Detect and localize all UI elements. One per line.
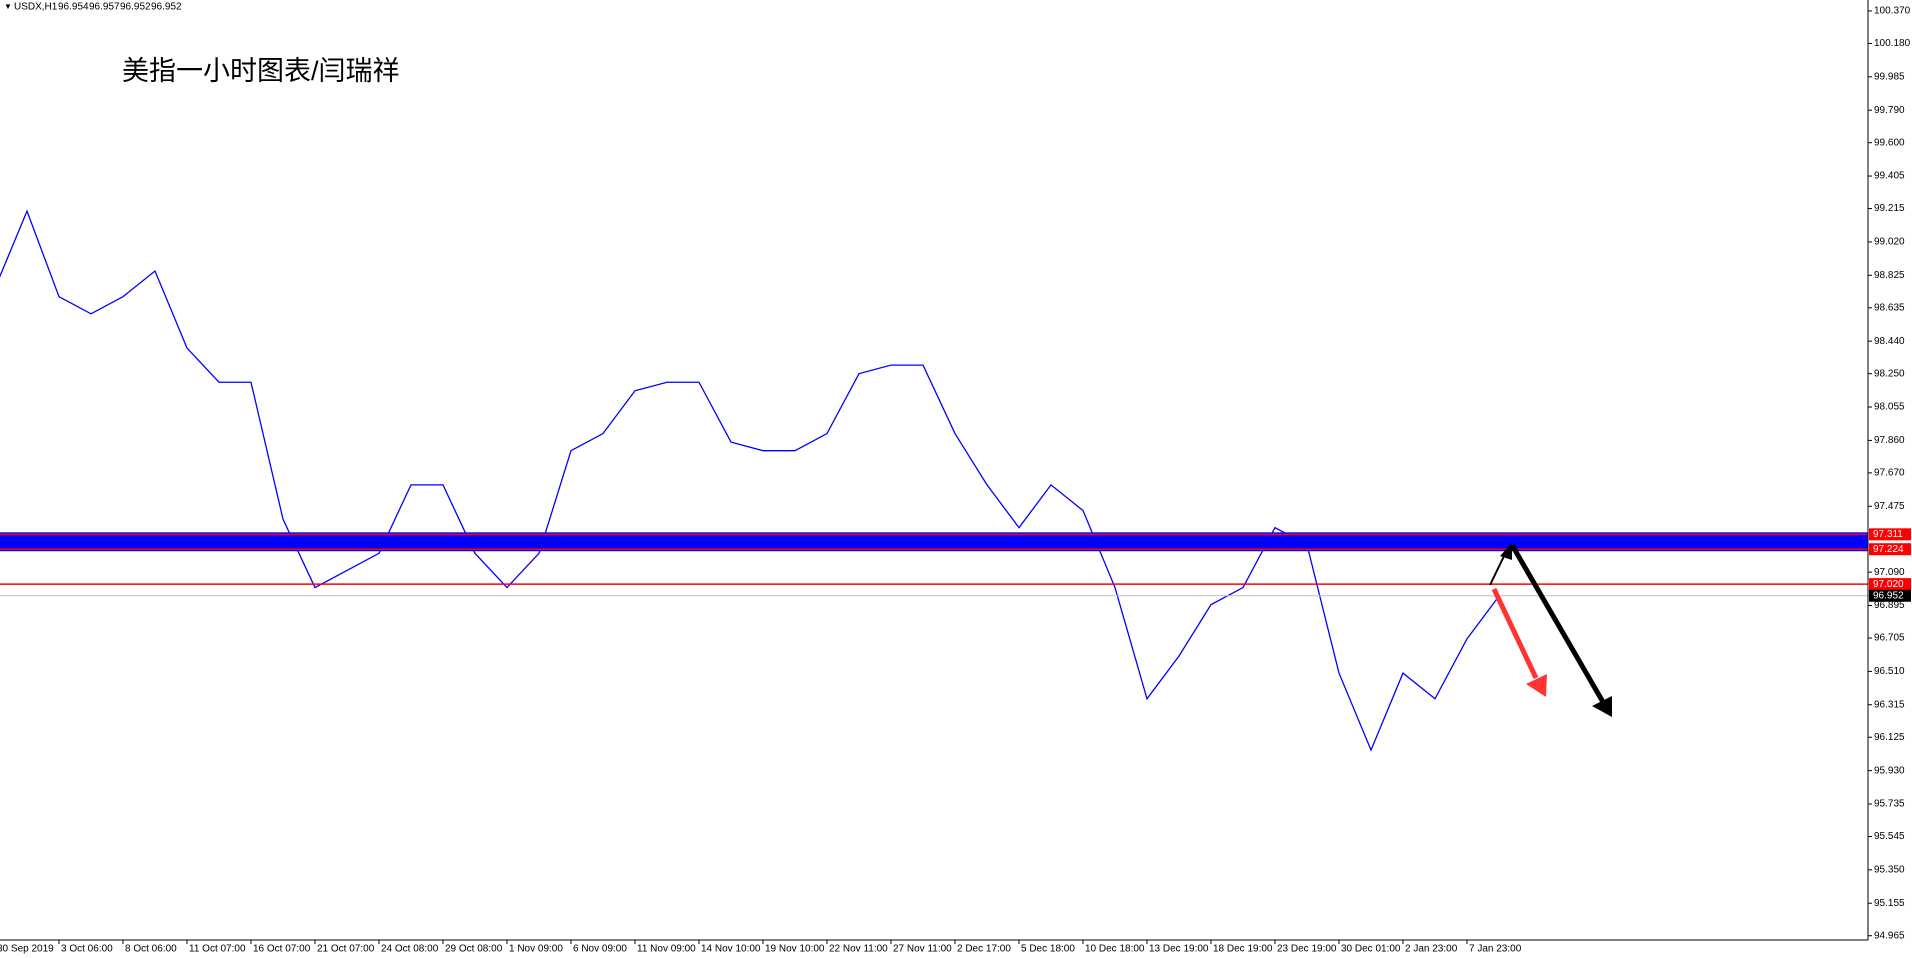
y-tick-label: 94.965 [1874, 930, 1905, 941]
x-tick-label: 16 Oct 07:00 [253, 944, 311, 955]
price-box-label: 97.020 [1873, 579, 1904, 590]
black-arrowhead [1592, 696, 1612, 717]
y-tick-label: 97.860 [1874, 435, 1905, 446]
y-tick-label: 96.705 [1874, 633, 1905, 644]
x-tick-label: 10 Dec 18:00 [1085, 944, 1145, 955]
ohlc: 96.957 [89, 2, 120, 13]
x-tick-label: 2 Dec 17:00 [957, 944, 1011, 955]
black-arrowhead [1500, 543, 1512, 560]
y-tick-label: 98.825 [1874, 270, 1905, 281]
annotations [1489, 543, 1612, 717]
y-tick-label: 95.350 [1874, 864, 1905, 875]
red-arrowhead [1526, 674, 1547, 697]
x-tick-label: 3 Oct 06:00 [61, 944, 113, 955]
y-tick-label: 95.545 [1874, 831, 1905, 842]
x-tick-label: 29 Oct 08:00 [445, 944, 503, 955]
y-tick-label: 96.315 [1874, 699, 1905, 710]
y-tick-label: 95.930 [1874, 765, 1905, 776]
black-arrow [1489, 551, 1507, 586]
price-box-label: 97.311 [1873, 529, 1903, 540]
x-tick-label: 2 Jan 23:00 [1405, 944, 1458, 955]
x-tick-label: 27 Nov 11:00 [893, 944, 952, 955]
y-tick-label: 99.215 [1874, 203, 1905, 214]
price-box [1869, 528, 1911, 541]
x-tick-label: 1 Nov 09:00 [509, 944, 563, 955]
x-tick-label: 19 Nov 10:00 [765, 944, 825, 955]
ohlc: 96.952 [120, 2, 151, 13]
x-tick-label: 30 Dec 01:00 [1341, 944, 1401, 955]
price-box [1869, 589, 1911, 602]
y-tick-label: 96.125 [1874, 732, 1905, 743]
x-tick-label: 5 Dec 18:00 [1021, 944, 1075, 955]
y-tick-label: 97.090 [1874, 567, 1905, 578]
x-tick-label: 11 Nov 09:00 [637, 944, 696, 955]
y-tick-label: 99.020 [1874, 237, 1905, 248]
y-tick-label: 95.155 [1874, 898, 1905, 909]
price-box-label: 96.952 [1873, 590, 1904, 601]
black-arrow [1509, 543, 1606, 704]
x-tick-label: 14 Nov 10:00 [701, 944, 761, 955]
x-tick-label: 18 Dec 19:00 [1213, 944, 1273, 955]
y-tick-label: 100.370 [1874, 6, 1911, 17]
chart-title: 美指一小时图表/闫瑞祥 [122, 56, 400, 86]
x-tick-label: 11 Oct 07:00 [189, 944, 246, 955]
y-tick-label: 96.510 [1874, 666, 1905, 677]
x-tick-label: 23 Dec 19:00 [1277, 944, 1337, 955]
y-tick-label: 95.735 [1874, 799, 1905, 810]
x-tick-label: 30 Sep 2019 [0, 944, 54, 955]
y-tick-label: 100.180 [1874, 38, 1911, 49]
y-tick-label: 99.405 [1874, 171, 1905, 182]
menu-arrow: ▼ [4, 2, 12, 11]
x-tick-label: 8 Oct 06:00 [125, 944, 177, 955]
x-tick-label: 6 Nov 09:00 [573, 944, 627, 955]
price-box [1869, 543, 1911, 556]
y-tick-label: 97.475 [1874, 501, 1905, 512]
price-box [1869, 578, 1911, 591]
y-tick-label: 99.790 [1874, 105, 1905, 116]
x-tick-label: 22 Nov 11:00 [829, 944, 888, 955]
ohlc: 96.952 [151, 2, 182, 13]
y-tick-label: 97.670 [1874, 468, 1905, 479]
y-tick-label: 98.440 [1874, 336, 1905, 347]
x-tick-label: 24 Oct 08:00 [381, 944, 439, 955]
x-tick-label: 21 Oct 07:00 [317, 944, 375, 955]
y-tick-label: 99.600 [1874, 137, 1905, 148]
resistance-band [0, 532, 1868, 552]
price-line [0, 209, 1500, 752]
y-tick-label: 96.895 [1874, 600, 1905, 611]
x-tick-label: 13 Dec 19:00 [1149, 944, 1209, 955]
y-tick-label: 98.055 [1874, 402, 1905, 413]
symbol: USDX,H1 [14, 2, 58, 13]
ohlc: 96.954 [58, 2, 89, 13]
red-arrow [1491, 587, 1539, 680]
y-tick-label: 98.635 [1874, 302, 1905, 313]
y-tick-label: 99.985 [1874, 71, 1905, 82]
y-tick-label: 98.250 [1874, 368, 1905, 379]
x-tick-label: 7 Jan 23:00 [1469, 944, 1522, 955]
price-box-label: 97.224 [1873, 544, 1904, 555]
